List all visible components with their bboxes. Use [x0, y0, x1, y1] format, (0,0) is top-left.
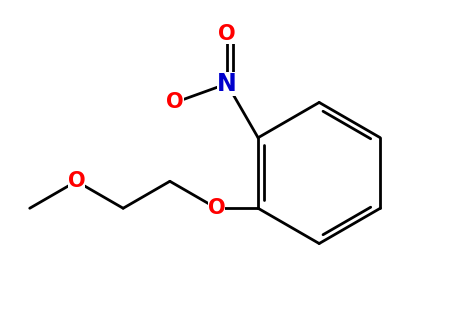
Text: O: O: [218, 24, 236, 44]
Text: O: O: [208, 198, 225, 218]
Text: N: N: [217, 72, 237, 96]
Text: O: O: [67, 171, 85, 191]
Text: O: O: [166, 93, 184, 112]
